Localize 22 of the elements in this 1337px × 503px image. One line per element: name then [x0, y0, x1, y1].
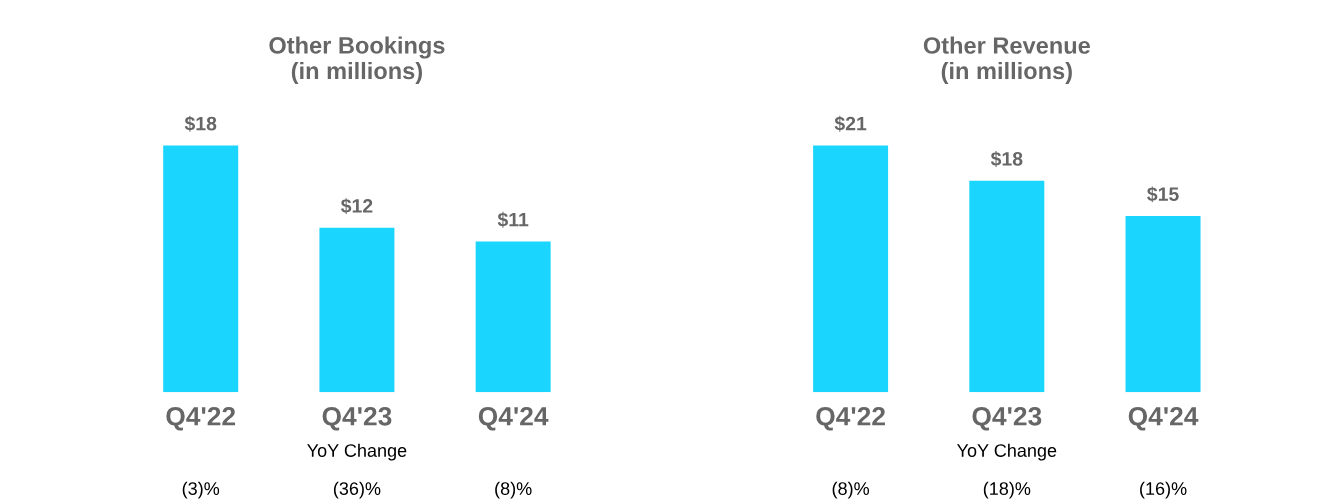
- text: YoY Change: [957, 443, 1057, 461]
- text: (36)%: [333, 481, 381, 499]
- x-tick-label: Q4'24: [478, 406, 549, 431]
- chart-title: Other Revenue (in millions): [923, 36, 1090, 84]
- data-label: $21: [834, 115, 867, 132]
- data-label: $18: [184, 115, 217, 132]
- x-tick-label: Q4'23: [322, 406, 392, 431]
- data-label: $15: [1147, 186, 1179, 203]
- text: YoY Change: [307, 443, 407, 461]
- x-tick-label: Q4'24: [1128, 406, 1199, 431]
- text: (18)%: [983, 481, 1031, 499]
- text: (16)%: [1140, 481, 1187, 499]
- chart-title: Other Bookings (in millions): [269, 36, 445, 84]
- data-label: $11: [497, 211, 529, 228]
- text: (8)%: [495, 481, 532, 499]
- x-tick-label: Q4'22: [816, 406, 885, 431]
- data-label: $18: [990, 151, 1023, 167]
- x-tick-label: Q4'23: [972, 406, 1042, 431]
- text: (3)%: [182, 481, 220, 499]
- text: (8)%: [832, 481, 870, 499]
- data-label: $12: [340, 198, 373, 215]
- x-tick-label: Q4'22: [166, 406, 236, 431]
